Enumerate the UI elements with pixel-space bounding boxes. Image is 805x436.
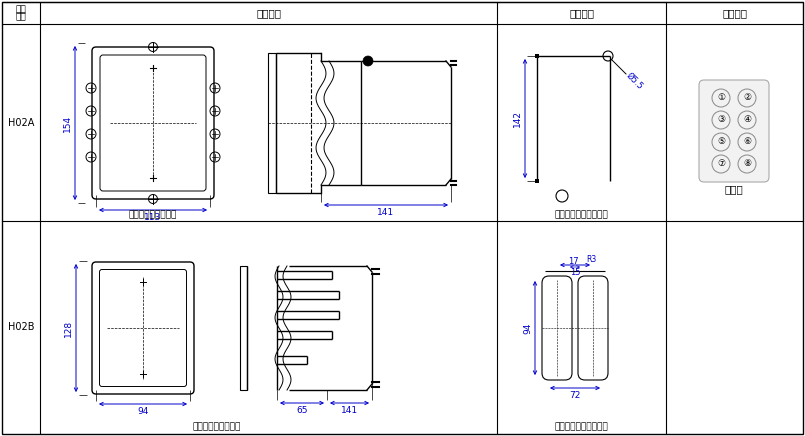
Text: 安装开孔: 安装开孔 xyxy=(569,8,594,18)
Text: R3: R3 xyxy=(586,255,597,263)
Text: 凸出式板后接线开孔图: 凸出式板后接线开孔图 xyxy=(555,422,609,432)
Text: ③: ③ xyxy=(717,116,725,125)
Text: ②: ② xyxy=(743,93,751,102)
Text: 72: 72 xyxy=(569,391,580,400)
Text: 17: 17 xyxy=(568,256,578,266)
Bar xyxy=(535,54,539,58)
Text: ⑧: ⑧ xyxy=(743,160,751,168)
Text: 141: 141 xyxy=(341,406,358,415)
Text: 凸出式板前接线开孔图: 凸出式板前接线开孔图 xyxy=(555,211,609,219)
Text: 背示图: 背示图 xyxy=(724,184,743,194)
Text: 代号: 代号 xyxy=(15,13,27,21)
Text: 113: 113 xyxy=(144,213,162,222)
Bar xyxy=(240,266,247,390)
Text: 外形尺寸: 外形尺寸 xyxy=(256,8,281,18)
Text: 凸出式板前接线结构: 凸出式板前接线结构 xyxy=(129,211,177,219)
Text: 142: 142 xyxy=(513,110,522,127)
Text: ①: ① xyxy=(717,93,725,102)
Bar xyxy=(268,53,276,193)
Text: 141: 141 xyxy=(378,208,394,217)
Bar xyxy=(535,179,539,183)
Text: ④: ④ xyxy=(743,116,751,125)
Circle shape xyxy=(363,56,373,66)
Text: Ø5.5: Ø5.5 xyxy=(624,71,644,91)
Text: 结构: 结构 xyxy=(15,6,27,14)
Text: 128: 128 xyxy=(64,320,73,337)
Text: 154: 154 xyxy=(63,114,72,132)
Text: 65: 65 xyxy=(296,406,308,415)
Text: ⑤: ⑤ xyxy=(717,137,725,146)
Text: 15: 15 xyxy=(570,268,580,277)
FancyBboxPatch shape xyxy=(699,80,769,182)
Text: 94: 94 xyxy=(523,322,532,334)
Text: H02B: H02B xyxy=(8,323,35,333)
Text: ⑦: ⑦ xyxy=(717,160,725,168)
Text: 94: 94 xyxy=(138,407,149,416)
Text: ⑥: ⑥ xyxy=(743,137,751,146)
Text: 凸出式板后接线结构: 凸出式板后接线结构 xyxy=(192,422,241,432)
Text: 接线端子: 接线端子 xyxy=(722,8,747,18)
Text: H02A: H02A xyxy=(8,117,34,127)
